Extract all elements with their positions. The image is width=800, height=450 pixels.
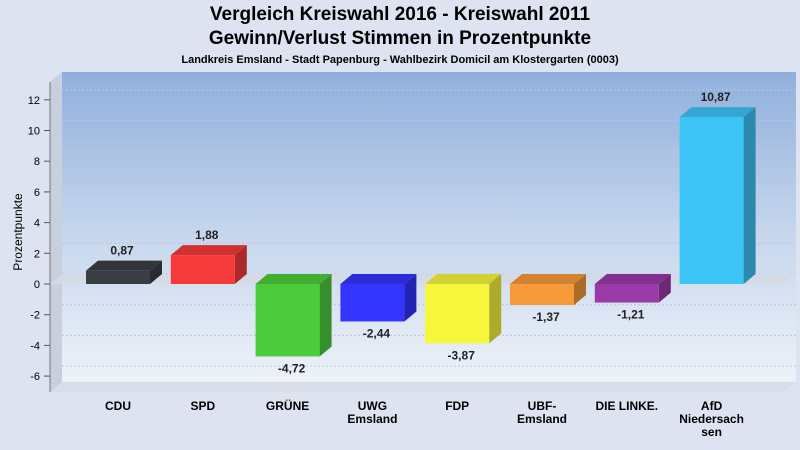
x-tick-label: Niedersach bbox=[679, 412, 744, 426]
y-tick-label: 12 bbox=[28, 95, 40, 107]
bar-value-label: 0,87 bbox=[110, 244, 134, 258]
bar bbox=[340, 274, 417, 322]
x-tick-label: GRÜNE bbox=[266, 398, 309, 413]
bar-value-label: -1,21 bbox=[617, 308, 645, 322]
bar bbox=[425, 274, 502, 344]
bar-front-face bbox=[679, 117, 744, 284]
chart-title-line2: Gewinn/Verlust Stimmen in Prozentpunkte bbox=[208, 28, 592, 49]
y-tick-label: 4 bbox=[34, 218, 40, 230]
bar-front-face bbox=[340, 284, 405, 322]
bar-top-face bbox=[170, 245, 247, 256]
bar bbox=[86, 260, 162, 284]
bar bbox=[170, 245, 247, 284]
bar-front-face bbox=[594, 284, 659, 303]
y-tick-label: 0 bbox=[34, 279, 40, 291]
x-tick-label: UBF- bbox=[528, 399, 557, 413]
bar-side-face bbox=[743, 107, 756, 284]
bar-top-face bbox=[340, 274, 417, 284]
x-tick-label: sen bbox=[701, 425, 722, 439]
y-tick-label: 6 bbox=[34, 187, 40, 199]
y-tick-label: -2 bbox=[30, 310, 40, 322]
x-tick-label: SPD bbox=[190, 399, 215, 413]
plot-left-wall bbox=[50, 72, 62, 392]
bar-top-face bbox=[679, 107, 756, 118]
bar bbox=[255, 274, 332, 357]
bar-side-face bbox=[404, 274, 417, 322]
bar-top-face bbox=[594, 274, 671, 284]
y-tick-label: 8 bbox=[34, 156, 40, 168]
x-tick-label: Emsland bbox=[517, 412, 567, 426]
bar-value-label: -2,44 bbox=[363, 326, 391, 340]
bar-value-label: -4,72 bbox=[278, 361, 306, 375]
y-axis-label: Prozentpunkte bbox=[11, 193, 25, 271]
y-tick-label: 2 bbox=[34, 248, 40, 260]
x-tick-label: UWG bbox=[358, 399, 387, 413]
bar-value-label: 10,87 bbox=[701, 90, 731, 104]
bar bbox=[510, 274, 586, 306]
x-tick-label: CDU bbox=[105, 399, 131, 413]
bar-top-face bbox=[86, 260, 162, 271]
bar-side-face bbox=[574, 274, 586, 306]
bar-side-face bbox=[489, 274, 502, 344]
plot-floor bbox=[50, 382, 796, 392]
bar-top-face bbox=[255, 274, 332, 284]
x-tick-label: DIE LINKE. bbox=[595, 399, 658, 413]
x-tick-label: AfD bbox=[701, 399, 723, 413]
bar-value-label: -1,37 bbox=[532, 310, 560, 324]
bar-top-face bbox=[425, 274, 502, 284]
bar bbox=[594, 274, 671, 303]
bar-side-face bbox=[658, 274, 671, 303]
bar-front-face bbox=[170, 255, 235, 284]
bar-top-face bbox=[510, 274, 586, 284]
x-tick-label: Emsland bbox=[347, 412, 397, 426]
bar-front-face bbox=[255, 284, 320, 357]
bar-side-face bbox=[234, 245, 247, 284]
bar-side-face bbox=[150, 260, 162, 284]
y-tick-label: 10 bbox=[28, 126, 40, 138]
chart-title: Vergleich Kreiswahl 2016 - Kreiswahl 201… bbox=[209, 4, 591, 25]
bar-side-face bbox=[319, 274, 332, 357]
bar-value-label: 1,88 bbox=[195, 228, 219, 242]
y-tick-label: -6 bbox=[30, 371, 40, 383]
bar bbox=[679, 107, 756, 284]
bar-front-face bbox=[425, 284, 490, 344]
bar-front-face bbox=[510, 284, 574, 306]
bar-front-face bbox=[86, 270, 150, 284]
bar-value-label: -3,87 bbox=[448, 348, 476, 362]
x-tick-label: FDP bbox=[445, 399, 469, 413]
y-tick-label: -4 bbox=[30, 340, 40, 352]
chart-subtitle: Landkreis Emsland - Stadt Papenburg - Wa… bbox=[181, 54, 619, 66]
